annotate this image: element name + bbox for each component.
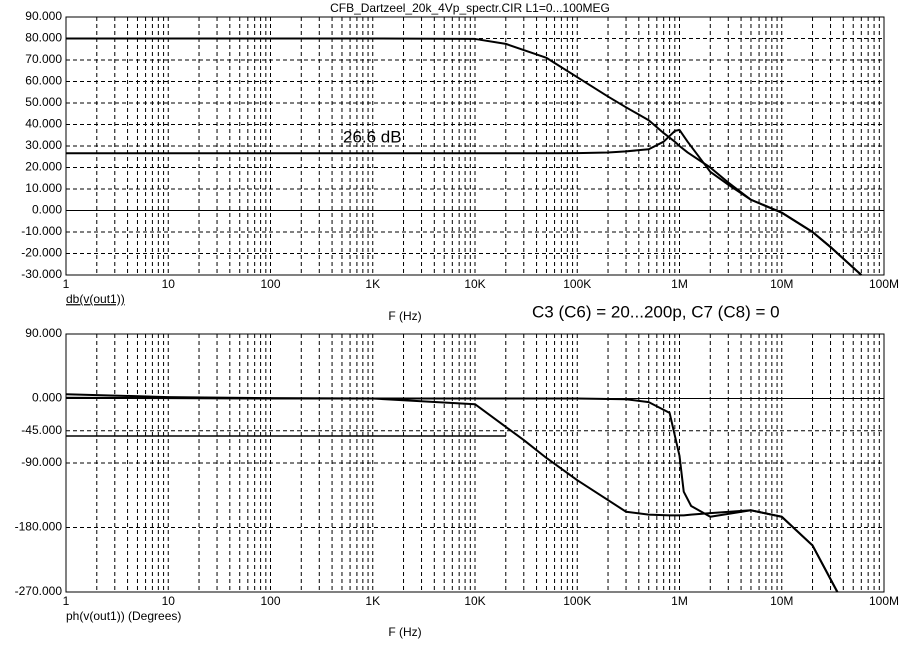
y-tick-label: 0.000 [32, 203, 62, 217]
y-tick-label: -30.000 [21, 267, 62, 281]
y-tick-label: 70.000 [25, 52, 62, 66]
series-line [66, 37, 862, 276]
x-tick-label: 10 [162, 277, 176, 291]
x-tick-label: 10K [464, 594, 485, 608]
y-tick-label: 20.000 [25, 160, 62, 174]
x-tick-label: 1M [671, 594, 688, 608]
y-tick-label: 10.000 [25, 181, 62, 195]
x-axis-label: F (Hz) [388, 625, 421, 639]
y-tick-label: -90.000 [21, 455, 62, 469]
x-axis-label: F (Hz) [388, 309, 421, 323]
y-tick-label: 60.000 [25, 74, 62, 88]
series-line [65, 393, 839, 593]
y-tick-label: -180.000 [15, 520, 63, 534]
x-tick-label: 10M [770, 277, 793, 291]
y-axis-label: db(v(out1)) [66, 292, 125, 306]
series-line [66, 128, 862, 276]
x-tick-label: 100M [869, 277, 899, 291]
y-tick-label: 0.000 [32, 391, 62, 405]
y-tick-label: 80.000 [25, 31, 62, 45]
plot-frame [65, 16, 885, 276]
y-tick-label: 30.000 [25, 138, 62, 152]
y-tick-label: -20.000 [21, 246, 62, 260]
plot-frame [65, 333, 885, 593]
y-tick-label: -270.000 [15, 584, 63, 598]
series-line [65, 396, 839, 593]
x-tick-label: 100M [869, 594, 899, 608]
chart-title: CFB_Dartzeel_20k_4Vp_spectr.CIR L1=0...1… [330, 1, 610, 15]
y-tick-label: 90.000 [25, 326, 62, 340]
x-tick-label: 100 [260, 277, 280, 291]
y-tick-label: 90.000 [25, 9, 62, 23]
x-tick-label: 100 [260, 594, 280, 608]
x-tick-label: 1M [671, 277, 688, 291]
x-tick-label: 10 [162, 594, 176, 608]
y-tick-label: 40.000 [25, 117, 62, 131]
x-tick-label: 1 [63, 594, 70, 608]
x-tick-label: 10M [770, 594, 793, 608]
annotation: C3 (C6) = 20...200p, C7 (C8) = 0 [532, 302, 780, 321]
x-tick-label: 10K [464, 277, 485, 291]
x-tick-label: 1 [63, 277, 70, 291]
y-axis-label: ph(v(out1)) (Degrees) [66, 609, 181, 623]
x-tick-label: 1K [365, 277, 380, 291]
x-tick-label: 100K [563, 594, 591, 608]
y-tick-label: -10.000 [21, 224, 62, 238]
y-tick-label: -45.000 [21, 423, 62, 437]
x-tick-label: 1K [365, 594, 380, 608]
x-tick-label: 100K [563, 277, 591, 291]
y-tick-label: 50.000 [25, 95, 62, 109]
